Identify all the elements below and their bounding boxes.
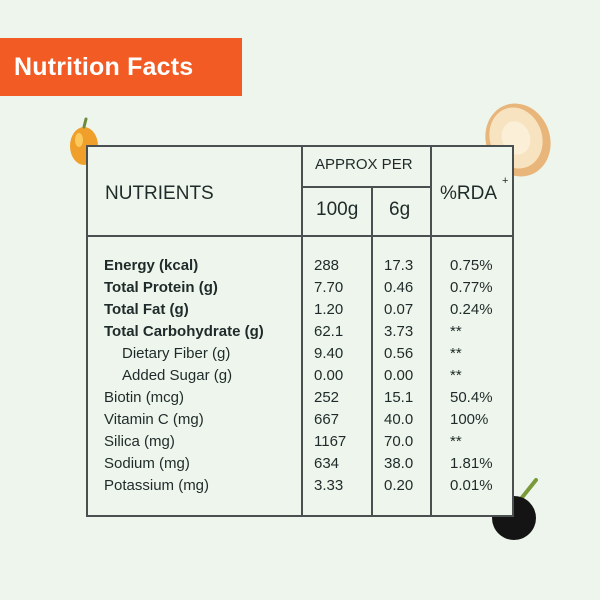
nutrient-name: Added Sugar (g) [122, 367, 233, 384]
table-row: Vitamin C (mg) 667 40.0 100% [88, 409, 512, 431]
table-row: Potassium (mg) 3.33 0.20 0.01% [88, 475, 512, 497]
value-100g: 1.20 [314, 301, 344, 318]
value-100g: 288 [314, 257, 340, 274]
nutrition-table: NUTRIENTS APPROX PER 100g 6g %RDA + Ener… [86, 145, 514, 517]
value-rda: 0.75% [450, 257, 493, 274]
value-100g: 9.40 [314, 345, 344, 362]
nutrient-name: Vitamin C (mg) [104, 411, 204, 428]
value-6g: 0.07 [384, 301, 414, 318]
table-row: Energy (kcal) 288 17.3 0.75% [88, 255, 512, 277]
value-6g: 40.0 [384, 411, 414, 428]
value-6g: 70.0 [384, 433, 414, 450]
value-6g: 0.20 [384, 477, 414, 494]
table-row: Total Carbohydrate (g) 62.1 3.73 ** [88, 321, 512, 343]
value-rda: 0.01% [450, 477, 493, 494]
approx-per-header: APPROX PER [315, 156, 413, 173]
value-6g: 0.56 [384, 345, 414, 362]
value-6g: 0.46 [384, 279, 414, 296]
value-100g: 3.33 [314, 477, 344, 494]
nutrition-facts-banner: Nutrition Facts [0, 38, 242, 96]
rda-mark: + [502, 175, 509, 187]
nutrient-name: Potassium (mg) [104, 477, 210, 494]
nutrient-name: Total Protein (g) [104, 279, 218, 296]
value-100g: 667 [314, 411, 340, 428]
value-100g: 62.1 [314, 323, 344, 340]
value-rda: ** [450, 433, 462, 450]
rda-header: %RDA [440, 183, 498, 204]
value-rda: 100% [450, 411, 489, 428]
value-rda: 0.24% [450, 301, 493, 318]
nutrient-name: Total Carbohydrate (g) [104, 323, 264, 340]
nutrient-name: Sodium (mg) [104, 455, 190, 472]
col-6g-header: 6g [389, 199, 411, 220]
nutrient-name: Energy (kcal) [104, 257, 199, 274]
value-100g: 252 [314, 389, 340, 406]
table-row: Total Protein (g) 7.70 0.46 0.77% [88, 277, 512, 299]
value-rda: ** [450, 323, 462, 340]
value-100g: 634 [314, 455, 340, 472]
nutrient-name: Silica (mg) [104, 433, 175, 450]
table-row: Dietary Fiber (g) 9.40 0.56 ** [88, 343, 512, 365]
value-rda: ** [450, 367, 462, 384]
table-row: Silica (mg) 1167 70.0 ** [88, 431, 512, 453]
value-rda: 0.77% [450, 279, 493, 296]
table-row: Total Fat (g) 1.20 0.07 0.24% [88, 299, 512, 321]
value-rda: 1.81% [450, 455, 493, 472]
col-100g-header: 100g [316, 199, 359, 220]
nutrient-name: Biotin (mcg) [104, 389, 185, 406]
table-row: Added Sugar (g) 0.00 0.00 ** [88, 365, 512, 387]
value-6g: 38.0 [384, 455, 414, 472]
table-row: Sodium (mg) 634 38.0 1.81% [88, 453, 512, 475]
table-row: Biotin (mcg) 252 15.1 50.4% [88, 387, 512, 409]
value-6g: 17.3 [384, 257, 414, 274]
value-100g: 0.00 [314, 367, 344, 384]
value-6g: 3.73 [384, 323, 414, 340]
value-rda: 50.4% [450, 389, 493, 406]
value-100g: 7.70 [314, 279, 344, 296]
value-rda: ** [450, 345, 462, 362]
value-6g: 15.1 [384, 389, 414, 406]
value-6g: 0.00 [384, 367, 414, 384]
nutrient-name: Total Fat (g) [104, 301, 189, 318]
nutrient-name: Dietary Fiber (g) [122, 345, 231, 362]
nutrients-header: NUTRIENTS [105, 183, 214, 204]
value-100g: 1167 [314, 433, 347, 450]
